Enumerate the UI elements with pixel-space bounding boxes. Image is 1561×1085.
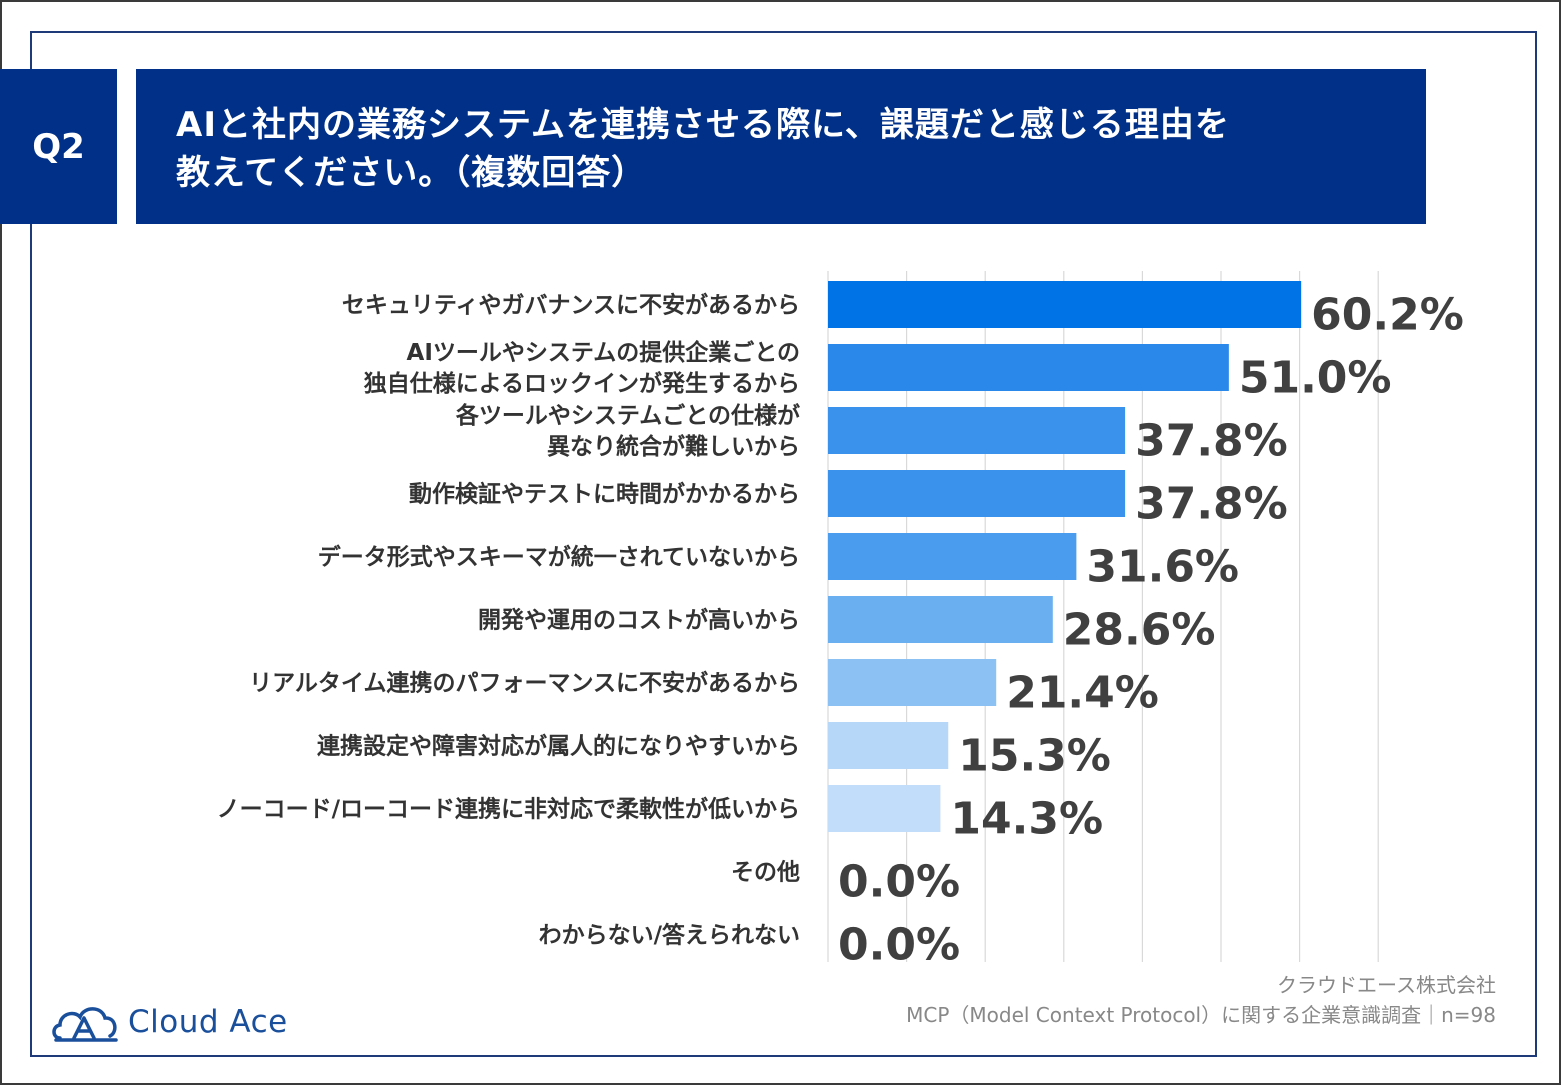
category-label: 開発や運用のコストが高いから bbox=[478, 607, 800, 634]
data-label: 14.3% bbox=[950, 794, 1103, 845]
category-label: その他 bbox=[731, 860, 800, 886]
category-label: リアルタイム連携のパフォーマンスに不安があるから bbox=[249, 670, 800, 697]
credit-block: クラウドエース株式会社 MCP（Model Context Protocol）に… bbox=[906, 970, 1496, 1030]
data-label: 60.2% bbox=[1311, 290, 1464, 341]
category-label: わからない/答えられない bbox=[539, 922, 800, 949]
bar bbox=[828, 344, 1229, 391]
survey-info: MCP（Model Context Protocol）に関する企業意識調査｜n=… bbox=[906, 1003, 1496, 1027]
data-label: 51.0% bbox=[1239, 353, 1392, 404]
cloud-logo-icon bbox=[52, 1007, 118, 1042]
bar bbox=[828, 785, 941, 832]
cloud-ace-logo: Cloud Ace bbox=[50, 1000, 288, 1044]
bar bbox=[828, 722, 949, 769]
category-label: ノーコード/ローコード連携に非対応で柔軟性が低いから bbox=[217, 796, 800, 823]
question-title: AIと社内の業務システムを連携させる際に、課題だと感じる理由を 教えてください。… bbox=[176, 105, 1230, 193]
category-label: AIツールやシステムの提供企業ごとの bbox=[407, 339, 800, 366]
data-label: 31.6% bbox=[1086, 542, 1239, 593]
bar bbox=[828, 533, 1077, 580]
bar bbox=[828, 596, 1053, 643]
bar bbox=[828, 407, 1126, 454]
category-label: 動作検証やテストに時間がかかるから bbox=[409, 481, 800, 508]
data-label: 15.3% bbox=[958, 731, 1111, 782]
data-label: 28.6% bbox=[1063, 605, 1216, 656]
category-label: 独自仕様によるロックインが発生するから bbox=[364, 370, 800, 397]
logo-text: Cloud Ace bbox=[128, 1004, 288, 1040]
data-label: 37.8% bbox=[1135, 479, 1288, 530]
question-number-badge: Q2 bbox=[0, 69, 117, 224]
category-label: セキュリティやガバナンスに不安があるから bbox=[342, 292, 800, 319]
category-label: 各ツールやシステムごとの仕様が bbox=[455, 402, 800, 429]
category-label: データ形式やスキーマが統一されていないから bbox=[318, 544, 800, 571]
bar bbox=[828, 470, 1126, 517]
data-label: 37.8% bbox=[1135, 416, 1288, 467]
category-label: 連携設定や障害対応が属人的になりやすいから bbox=[317, 733, 800, 760]
inner-frame bbox=[30, 31, 1537, 1057]
data-label: 21.4% bbox=[1006, 668, 1159, 719]
category-label: 異なり統合が難しいから bbox=[547, 433, 800, 460]
data-label: 0.0% bbox=[838, 857, 960, 908]
company-name: クラウドエース株式会社 bbox=[1277, 973, 1496, 997]
data-label: 0.0% bbox=[838, 920, 960, 971]
bar bbox=[828, 659, 997, 706]
question-title-box: AIと社内の業務システムを連携させる際に、課題だと感じる理由を 教えてください。… bbox=[136, 69, 1426, 224]
bar bbox=[828, 281, 1302, 328]
